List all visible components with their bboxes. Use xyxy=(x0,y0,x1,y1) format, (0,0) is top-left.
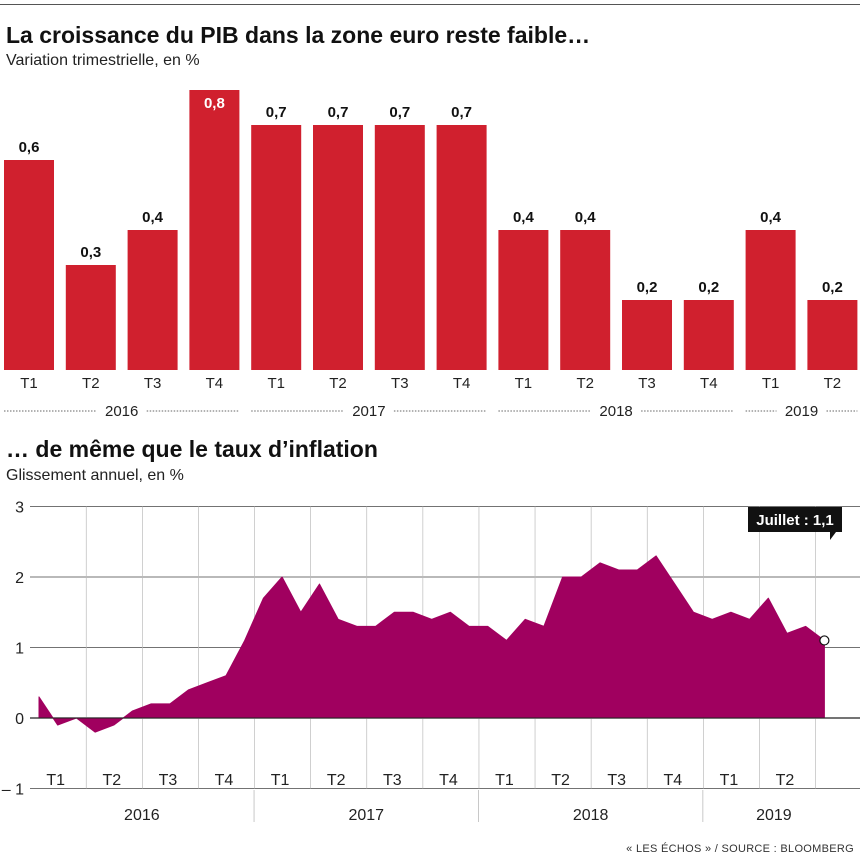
inflation-year-label: 2018 xyxy=(573,807,609,824)
inflation-year-label: 2019 xyxy=(756,807,792,824)
gdp-bar-value-label: 0,7 xyxy=(328,104,349,121)
gdp-bar-value-label: 0,7 xyxy=(266,104,287,121)
gdp-bar xyxy=(65,265,116,370)
source-credit: « LES ÉCHOS » / SOURCE : BLOOMBERG xyxy=(626,843,854,855)
gdp-quarter-label: T2 xyxy=(82,375,100,392)
gdp-bar-chart: 0,6 T1 0,3 T2 0,4 T3 0,8 T4 0,7 T1 0,7 T2 0,7 T3 0,7 T4… xyxy=(4,90,858,420)
inflation-y-tick-label: 0 xyxy=(15,711,24,728)
inflation-quarter-label: T2 xyxy=(327,772,346,789)
inflation-quarter-label: T3 xyxy=(159,772,178,789)
gdp-bar xyxy=(807,300,858,370)
inflation-last-point xyxy=(819,635,830,646)
inflation-quarter-label: T2 xyxy=(776,772,795,789)
gdp-year-label: 2017 xyxy=(352,403,385,420)
gdp-bar-value-label: 0,2 xyxy=(637,279,658,296)
inflation-quarter-label: T2 xyxy=(102,772,121,789)
inflation-quarter-label: T1 xyxy=(46,772,65,789)
inflation-annotation-box xyxy=(748,507,842,540)
inflation-quarter-label: T4 xyxy=(439,772,458,789)
gdp-quarter-label: T1 xyxy=(267,375,285,392)
inflation-y-tick-label: 2 xyxy=(15,570,24,587)
gdp-bar-value-label: 0,4 xyxy=(760,209,782,226)
gdp-quarter-label: T1 xyxy=(515,375,533,392)
chart-subtitle-inflation: Glissement annuel, en % xyxy=(6,467,184,484)
gdp-bar xyxy=(313,125,363,370)
gdp-bar-value-label: 0,4 xyxy=(513,209,535,226)
gdp-quarter-label: T2 xyxy=(329,375,347,392)
gdp-bar-value-label: 0,4 xyxy=(142,209,164,226)
gdp-year-label: 2019 xyxy=(785,403,818,420)
gdp-bar xyxy=(127,230,178,370)
gdp-quarter-label: T1 xyxy=(762,375,780,392)
gdp-bar-value-label: 0,8 xyxy=(204,95,225,112)
inflation-area xyxy=(38,555,825,733)
gdp-quarter-label: T4 xyxy=(700,375,718,392)
inflation-quarter-label: T4 xyxy=(663,772,682,789)
inflation-quarter-label: T3 xyxy=(383,772,402,789)
gdp-year-label: 2016 xyxy=(105,403,138,420)
gdp-quarter-label: T3 xyxy=(391,375,409,392)
gdp-bar-value-label: 0,2 xyxy=(822,279,843,296)
gdp-bar-value-label: 0,4 xyxy=(575,209,597,226)
gdp-bar xyxy=(560,230,611,370)
inflation-quarter-label: T4 xyxy=(215,772,234,789)
inflation-y-tick-label: 1 xyxy=(15,641,24,658)
inflation-annotation-label: Juillet : 1,1 xyxy=(756,512,834,529)
gdp-quarter-label: T4 xyxy=(453,375,471,392)
inflation-year-label: 2016 xyxy=(124,807,160,824)
gdp-bar xyxy=(498,230,549,370)
gdp-quarter-label: T3 xyxy=(638,375,656,392)
inflation-year-label: 2017 xyxy=(348,807,384,824)
inflation-y-tick-label: – 1 xyxy=(2,782,24,799)
gdp-bar xyxy=(436,125,487,370)
gdp-bar xyxy=(374,125,425,370)
gdp-quarter-label: T3 xyxy=(144,375,162,392)
gdp-bar xyxy=(251,125,302,370)
inflation-y-tick-label: 3 xyxy=(15,500,24,517)
gdp-bar xyxy=(4,160,54,370)
gdp-bar xyxy=(622,300,672,370)
gdp-quarter-label: T2 xyxy=(576,375,594,392)
gdp-quarter-label: T2 xyxy=(824,375,842,392)
gdp-bar-value-label: 0,6 xyxy=(19,139,40,156)
gdp-bar-value-label: 0,2 xyxy=(698,279,719,296)
inflation-quarter-label: T1 xyxy=(271,772,290,789)
chart-title-inflation: … de même que le taux d’inflation xyxy=(6,436,378,462)
gdp-bar-value-label: 0,3 xyxy=(80,244,101,261)
inflation-quarter-label: T2 xyxy=(551,772,570,789)
gdp-bar-value-label: 0,7 xyxy=(389,104,410,121)
gdp-bar xyxy=(189,90,240,370)
chart-subtitle-gdp: Variation trimestrielle, en % xyxy=(6,52,200,69)
inflation-quarter-label: T3 xyxy=(607,772,626,789)
gdp-year-label: 2018 xyxy=(599,403,632,420)
chart-title-gdp: La croissance du PIB dans la zone euro r… xyxy=(6,22,591,48)
gdp-quarter-label: T1 xyxy=(20,375,38,392)
inflation-area-chart: 3 2 1 0 – 1 T1 T2 T3 T4 T1 T2 T3 T4 T1 T2 T3 T4 T1 T2 2016 2… xyxy=(2,500,860,824)
gdp-bar xyxy=(683,300,734,370)
inflation-quarter-label: T1 xyxy=(495,772,514,789)
gdp-quarter-label: T4 xyxy=(206,375,224,392)
gdp-bar xyxy=(745,230,796,370)
gdp-bar-value-label: 0,7 xyxy=(451,104,472,121)
top-rule xyxy=(0,4,860,5)
inflation-quarter-label: T1 xyxy=(720,772,739,789)
